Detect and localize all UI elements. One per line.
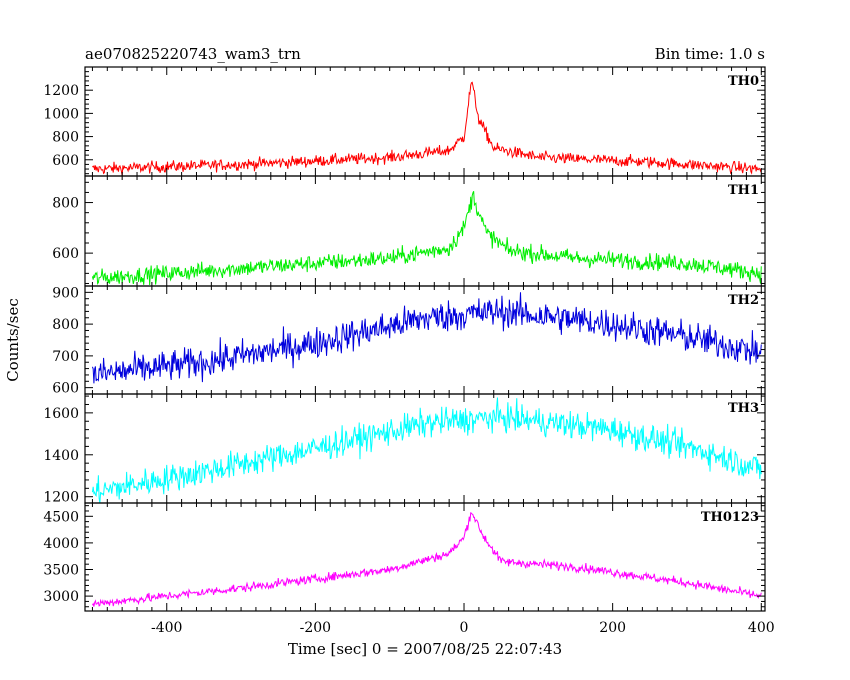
x-tick-label: 200 [599,620,626,636]
y-axis-label: Counts/sec [4,298,22,382]
y-tick-label: 900 [52,285,79,301]
x-tick-label: -400 [151,620,182,636]
y-tick-label: 1600 [43,406,79,422]
x-tick-label: 400 [748,620,775,636]
panel-th1: 600 800 TH1 [52,175,766,287]
panel-th3: 1200 1400 1600 TH3 [43,393,766,506]
panel-name-label: TH2 [728,293,759,308]
y-tick-label: 1200 [43,83,79,99]
y-tick-label: 700 [52,349,79,365]
y-tick-label: 4000 [43,536,79,552]
y-tick-label: 3500 [43,563,79,579]
series-line-th1 [91,191,762,285]
x-tick-label: 0 [460,620,469,636]
y-tick-label: 800 [52,317,79,333]
x-tick-label: -200 [300,620,331,636]
y-tick-label: 1200 [43,490,79,506]
panel-frame [84,66,766,177]
y-tick-label: 600 [52,381,79,397]
panel-name-label: TH1 [728,183,759,198]
panel-th2: 600 700 800 900 TH2 [52,285,766,397]
panel-name-label: TH0123 [701,510,759,525]
y-tick-label: 1000 [43,106,79,122]
chart-title-left: ae070825220743_wam3_trn [85,45,301,63]
y-tick-label: 4500 [43,509,79,525]
series-line-th2 [91,292,762,384]
x-axis-label: Time [sec] 0 = 2007/08/25 22:07:43 [288,640,562,658]
y-tick-label: 800 [52,196,79,212]
panel-name-label: TH3 [728,401,759,416]
panel-frame [84,393,766,504]
panel-name-label: TH0 [728,74,759,89]
panel-frame [84,285,766,395]
chart-title-right: Bin time: 1.0 s [655,45,765,63]
series-line-th0123 [91,512,762,607]
y-tick-label: 600 [52,246,79,262]
series-line-th3 [91,397,762,504]
series-line-th0 [92,81,762,176]
panel-frame [84,175,766,287]
y-tick-label: 1400 [43,448,79,464]
y-tick-label: 600 [52,153,79,169]
y-tick-label: 800 [52,130,79,146]
panel-th0123: 3000 3500 4000 4500 TH0123 [43,502,766,612]
panels-group: 600 800 1000 1200 TH0 600 800 TH1 600 700 800 900 TH… [43,66,775,636]
panel-frame [84,502,766,612]
panel-th0: 600 800 1000 1200 TH0 [43,66,766,177]
y-tick-label: 3000 [43,589,79,605]
